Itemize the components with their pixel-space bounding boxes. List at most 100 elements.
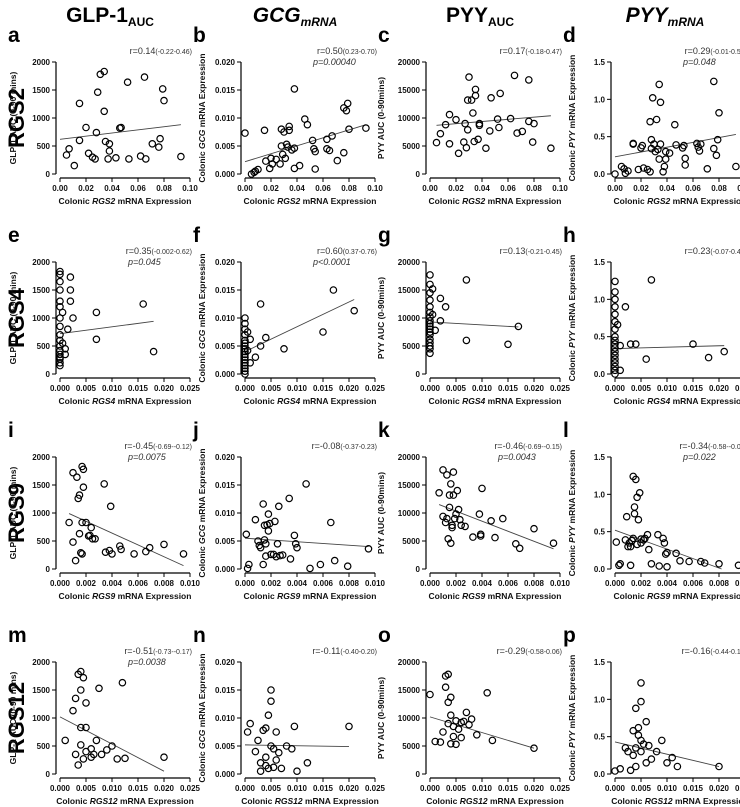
data-point [504, 340, 512, 349]
x-axis-label-suffix: mRNA Expression [118, 796, 194, 806]
x-tick-label: 0.000 [50, 784, 71, 793]
data-point [242, 530, 251, 539]
data-point [474, 135, 482, 144]
data-point [105, 147, 114, 155]
y-tick-label: 0 [46, 370, 51, 379]
data-point [326, 518, 335, 527]
data-point [611, 362, 619, 371]
y-axis-label-prefix: PYY AUC (0-90mins) [376, 77, 386, 159]
x-tick-label: 0.005 [261, 384, 282, 393]
r-value: r=-0.51 [124, 646, 153, 656]
y-axis-label-suffix: mRNA Expression [197, 253, 207, 329]
data-point [720, 347, 729, 356]
data-point [66, 273, 75, 281]
data-point [69, 538, 77, 546]
x-tick-label: 0.025 [735, 784, 740, 793]
x-tick-label: 0.008 [339, 579, 360, 588]
data-point [56, 322, 64, 331]
data-point [630, 503, 639, 511]
x-tick-label: 0.04 [289, 184, 305, 193]
data-point [56, 358, 64, 367]
x-tick-label: 0.000 [235, 384, 256, 393]
data-point [634, 165, 643, 174]
x-tick-label: 0.015 [498, 384, 519, 393]
data-point [71, 694, 80, 703]
data-point [476, 530, 485, 539]
x-tick-label: 0.00 [52, 184, 68, 193]
panel-p: p 0.0 0.5 1.0 1.5 0.000 0.005 0.010 0.015 0.020 0.… [563, 624, 740, 806]
x-tick-label: 0.005 [76, 784, 97, 793]
data-point [469, 533, 477, 541]
x-axis-label-prefix: Colonic [426, 796, 460, 806]
data-point [101, 548, 110, 557]
p-value: p=0.022 [682, 452, 716, 462]
y-tick-label: 500 [37, 742, 51, 751]
y-axis-label-suffix: mRNA Expression [197, 653, 207, 729]
data-point [655, 80, 664, 89]
data-point [345, 125, 353, 134]
confidence-interval: (-0.22-0.46) [155, 49, 192, 56]
data-point [61, 350, 69, 359]
data-point [449, 732, 458, 741]
y-tick-label: 1.0 [594, 490, 606, 499]
y-axis-label-prefix: Colonic [197, 349, 207, 383]
column-header-main: GLP-1 [66, 4, 128, 27]
data-point [613, 320, 622, 329]
data-point [626, 766, 635, 775]
data-point [319, 328, 327, 336]
y-tick-label: 0.0 [594, 370, 606, 379]
x-tick-label: 0.010 [657, 384, 678, 393]
data-point [65, 518, 73, 527]
x-tick-label: 0.002 [631, 579, 652, 588]
data-point [530, 744, 538, 753]
data-point [261, 552, 270, 560]
panel-m: m 0 500 1000 1500 2000 0.000 0.005 0.010 0.015 0.0… [8, 624, 201, 806]
data-point [506, 114, 515, 123]
data-point [79, 673, 88, 682]
data-point [77, 686, 85, 694]
y-axis-label-prefix: Colonic [567, 148, 577, 182]
data-point [528, 138, 537, 146]
y-tick-label: 0.5 [594, 528, 606, 537]
y-axis-label: GLP-1 AUC (0-90 mins) [8, 71, 18, 164]
panel-i: i 0 500 1000 1500 2000 0.000 0.002 0.004 0.006 0.0… [8, 419, 201, 601]
x-tick-label: 0.10 [367, 184, 383, 193]
p-value: p=0.0043 [497, 452, 536, 462]
data-point [709, 77, 718, 86]
x-tick-label: 0.000 [235, 784, 256, 793]
x-tick-label: 0.08 [341, 184, 357, 193]
regression-line [429, 716, 535, 749]
data-point [467, 715, 476, 723]
data-point [444, 698, 453, 707]
panel-j: j 0.000 0.005 0.010 0.015 0.020 0.000 0.002 0.00… [192, 419, 386, 601]
x-tick-label: 0.010 [102, 384, 123, 393]
x-tick-label: 0.006 [683, 579, 704, 588]
data-point [696, 557, 705, 566]
x-axis-label-suffix: mRNA Expression [115, 396, 191, 406]
data-point [254, 165, 262, 174]
data-point [243, 328, 252, 336]
data-point [624, 747, 632, 756]
data-point [260, 536, 269, 544]
data-point [639, 164, 648, 172]
data-point [661, 155, 670, 163]
data-point [426, 296, 434, 304]
data-point [92, 308, 101, 317]
data-point [426, 330, 434, 339]
y-tick-label: 0.005 [215, 142, 236, 151]
r-value: r=0.14 [130, 46, 156, 56]
panel-letter: o [378, 624, 391, 647]
y-tick-label: 2000 [32, 58, 50, 67]
x-axis-label-gene: RGS4 [462, 396, 485, 406]
data-point [91, 534, 99, 543]
data-point [100, 107, 109, 116]
data-point [56, 286, 64, 294]
y-tick-label: 0.010 [215, 114, 236, 123]
r-value: r=-0.45 [124, 441, 153, 451]
data-point [241, 129, 249, 137]
data-point [87, 523, 96, 532]
y-axis-label: Colonic GCG mRNA Expression [197, 653, 207, 782]
y-axis-label-gene: PYY [567, 130, 577, 148]
y-axis-label-prefix: PYY AUC (0-90mins) [376, 677, 386, 759]
correlation-stat: r=0.23(-0.07-0.49) [685, 246, 740, 256]
